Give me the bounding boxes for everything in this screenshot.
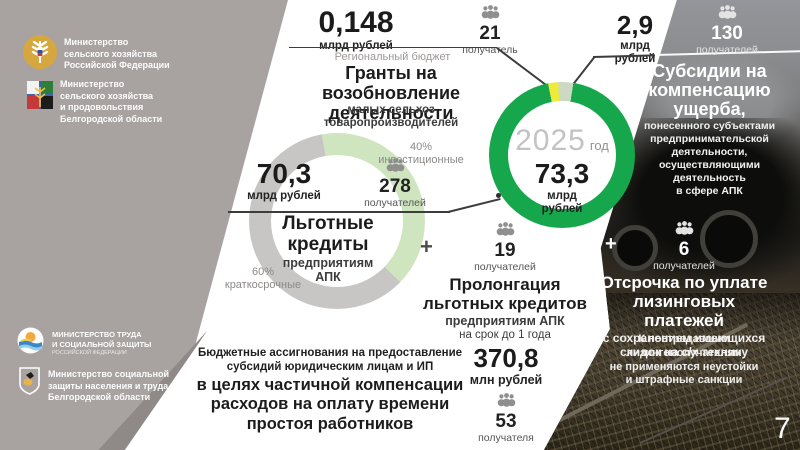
agriculture-rf-logo-icon [22,34,58,70]
prolongation-block: 19 получателей Пролонгация льготных кред… [415,222,595,341]
prolongation-recipients-label: получателей [474,260,536,273]
credits-investment-pct: 40% [409,141,433,153]
labor-ministry-line3: РОССИЙСКОЙ ФЕДЕРАЦИИ [52,350,127,357]
labor-ministry-logo-icon [17,327,44,354]
damage-subsidy-recipients-block: 130 получателей [687,5,767,56]
people-icon [480,5,501,23]
grants-budget-note: Региональный бюджет [334,51,451,63]
total-unit: млрд рублей [541,190,583,216]
idle-compensation-description-small: Бюджетные ассигнования на предоставление… [197,347,463,373]
total-value: 73,3 [534,158,590,189]
damage-subsidy-recipients-label: получателей [696,43,758,56]
credits-title-block: Льготные кредиты предприятиям АПК [262,213,394,284]
damage-subsidy-details: понесенного субъектами предпринимательск… [643,119,776,198]
credits-title: Льготные кредиты [282,213,374,256]
tractor-wheel [700,210,758,268]
people-icon [674,221,695,239]
page-number: 7 [774,412,791,445]
people-icon [385,158,406,176]
idle-compensation-description-large: в целях частичной компенсации расходов н… [196,375,464,434]
labor-ministry-line1: МИНИСТЕРСТВО ТРУДА [52,330,142,339]
leasing-title: Отсрочка по уплате лизинговых платежей [600,273,768,330]
damage-subsidy-title: Субсидии на компенсацию ущерба, [648,61,771,119]
people-icon [496,393,517,411]
people-icon [717,5,738,23]
grants-value: 0,148 [318,6,394,39]
grants-title: Гранты на возобновление деятельности [321,63,461,124]
damage-subsidy-recipients-count: 130 [711,23,743,44]
donut-hole [271,155,403,287]
credits-unit: млрд рублей [247,190,321,202]
total-2025-donut-chart [489,82,635,228]
social-belgorod-logo-icon [18,366,41,396]
total-year-label: год [589,138,609,153]
agriculture-belgorod-logo-icon [27,79,53,111]
credits-donut-chart [249,133,425,309]
credits-value-block: 70,3 млрд рублей [238,160,330,203]
credits-value: 70,3 [256,158,312,189]
credits-callout-line [228,211,450,213]
idle-compensation-text-block: Бюджетные ассигнования на предоставление… [195,347,465,435]
credits-short-term-label: краткосрочные [224,279,302,292]
idle-compensation-unit: млн рублей [469,373,543,387]
idle-compensation-value-block: 370,8 млн рублей 53 получателя [455,345,557,445]
damage-subsidy-value: 2,9 [616,10,654,40]
leasing-footnote: К пострадавшим лизингополучателям не при… [609,333,759,387]
leasing-recipients-count: 6 [678,239,690,260]
plus-sign: + [420,234,433,259]
leasing-block: 6 получателей Отсрочка по уплате лизинго… [595,221,773,359]
damage-subsidy-text-block: Субсидии на компенсацию ущерба, понесенн… [632,62,787,198]
labor-ministry-logo-label: МИНИСТЕРСТВО ТРУДА И СОЦИАЛЬНОЙ ЗАЩИТЫ Р… [52,330,151,356]
plus-sign: + [605,233,617,255]
prolongation-note: на срок до 1 года [459,328,551,341]
credits-short-term-share: 60% краткосрочные [215,266,311,292]
idle-compensation-value: 370,8 [473,343,539,373]
grants-recipients-label: получатель [462,43,518,56]
grants-callout-line [289,46,497,48]
credits-callout-dot [496,193,501,198]
damage-subsidy-value-block: 2,9 млрд рублей [600,12,670,66]
tractor-wheel [612,225,658,271]
leasing-recipients-label: получателей [653,259,715,272]
credits-recipients-count: 278 [379,176,411,197]
credits-short-term-pct: 60% [251,266,275,278]
credits-investment-label: инвестиционные [378,154,464,167]
idle-compensation-recipients-label: получателя [478,432,534,445]
agriculture-belgorod-logo-label: Министерство сельского хозяйства и продо… [60,79,163,125]
prolongation-subtitle: предприятиям АПК [445,313,565,328]
credits-recipients-label: получателей [364,196,426,209]
grants-value-block: 0,148 млрд рублей [295,8,417,53]
grants-recipients-block: 21 получатель [452,5,528,56]
labor-ministry-line2: И СОЦИАЛЬНОЙ ЗАЩИТЫ [52,340,152,350]
total-year: 2025 [515,124,586,157]
grants-unit: млрд рублей [295,40,417,53]
credits-investment-share: 40% инвестиционные [375,141,467,167]
social-belgorod-logo-label: Министерство социальной защиты населения… [48,369,170,403]
grants-subtitle: малых сельхоз товаропроизводителей [323,104,459,130]
people-icon [495,222,516,240]
credits-recipients-block: 278 получателей [355,158,435,209]
idle-compensation-recipients-count: 53 [495,411,517,433]
prolongation-recipients-count: 19 [494,240,516,261]
grants-recipients-count: 21 [479,23,501,44]
donut-hole [508,101,616,209]
total-center-block: 2025 год 73,3 млрд рублей [489,124,635,216]
leasing-subtitle: с сохранением имеющихся скидок на с/х те… [602,330,766,359]
agriculture-rf-logo-label: Министерство сельского хозяйства Российс… [64,37,170,71]
prolongation-title: Пролонгация льготных кредитов [423,275,587,314]
credits-subtitle: предприятиям АПК [282,255,374,284]
